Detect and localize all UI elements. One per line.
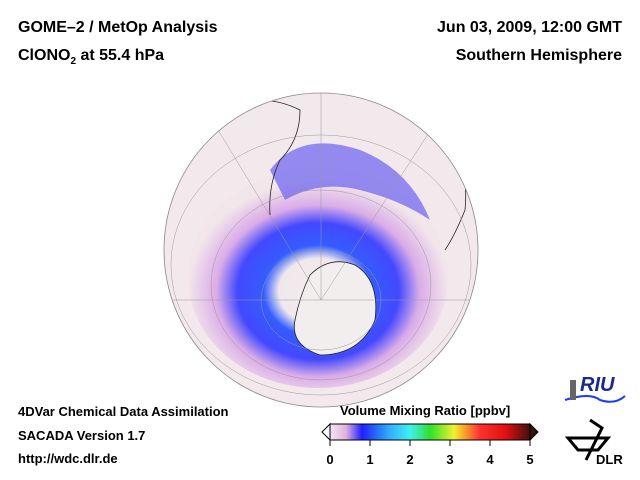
hemisphere-label: Southern Hemisphere — [455, 47, 622, 64]
colorbar-tick-label: 0 — [326, 452, 334, 467]
colorbar-tick-label: 5 — [526, 452, 534, 467]
colorbar-label: Volume Mixing Ratio [ppbv] — [340, 403, 511, 418]
pressure-level: at 55.4 hPa — [76, 47, 165, 64]
dlr-logo: DLR — [596, 452, 623, 467]
species: ClONO — [18, 47, 71, 64]
filament — [270, 143, 430, 220]
colorbar-ticks — [329, 440, 531, 446]
footer-url[interactable]: http://wdc.dlr.de — [18, 451, 118, 466]
species-subscript: 2 — [70, 56, 77, 68]
riu-logo: RIU — [580, 374, 615, 396]
antarctica — [293, 261, 377, 356]
date-time: Jun 03, 2009, 12:00 GMT — [437, 19, 622, 36]
colorbar-tick-label: 3 — [446, 452, 454, 467]
footer-method: 4DVar Chemical Data Assimilation — [18, 404, 229, 419]
dlr-logo-icon — [564, 418, 612, 461]
map-title: GOME–2 / MetOp Analysis — [18, 19, 218, 36]
colorbar-over-arrow — [529, 422, 539, 442]
species-level: ClONO2 at 55.4 hPa — [18, 47, 164, 67]
colorbar-tick-label: 2 — [406, 452, 414, 467]
colorbar-tick-label: 4 — [486, 452, 494, 467]
colorbar-tick-label: 1 — [366, 452, 374, 467]
riu-logo-wave — [564, 380, 626, 403]
colorbar — [329, 423, 531, 441]
colorbar-under-arrow — [321, 422, 331, 442]
footer-version: SACADA Version 1.7 — [18, 428, 146, 443]
